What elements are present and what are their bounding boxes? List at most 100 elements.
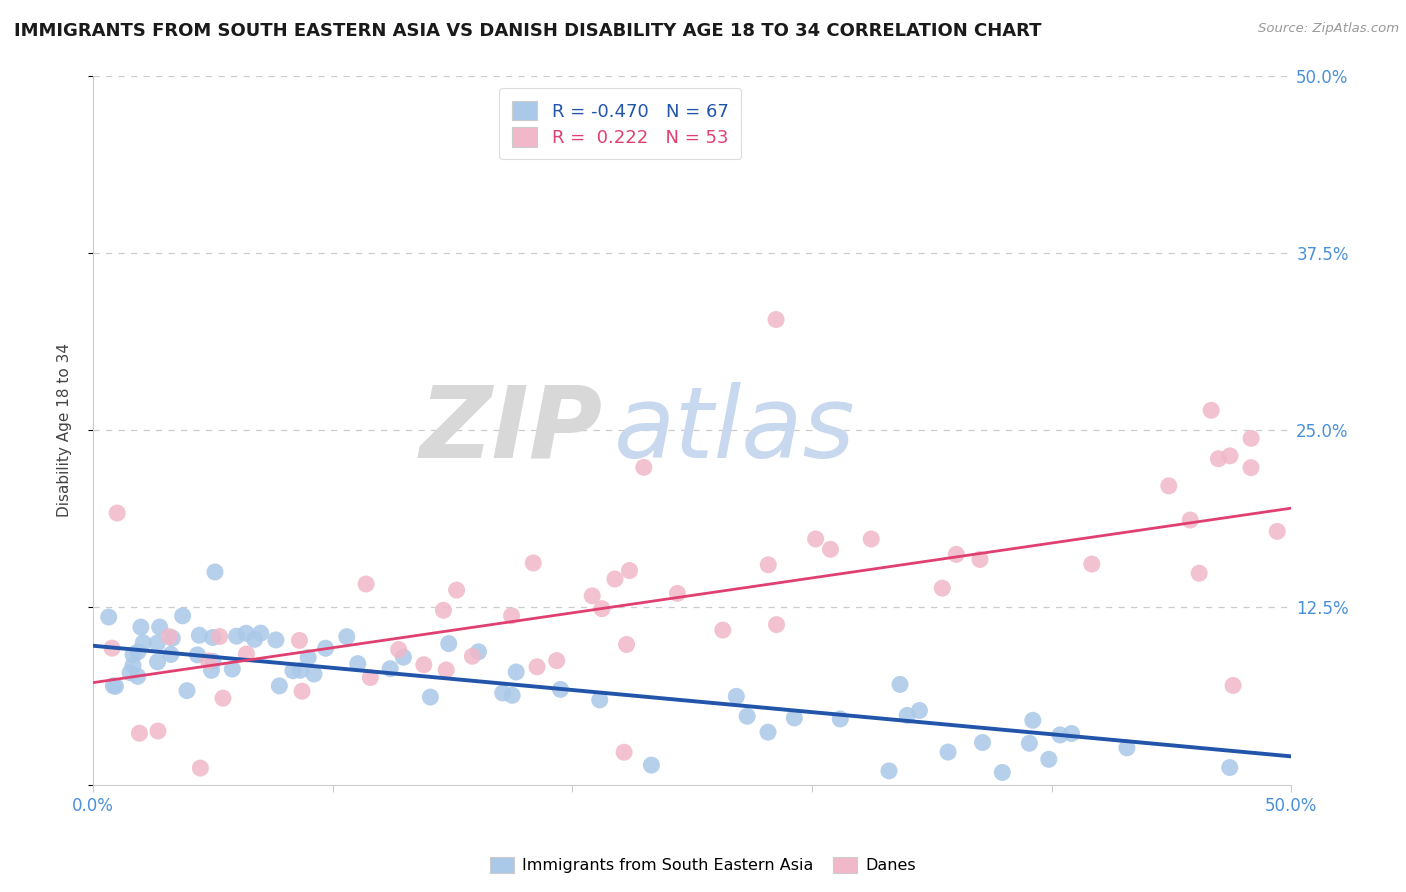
Point [546,654,568,668]
Point [616,637,638,651]
Point [354,577,377,591]
Point [380,662,402,676]
Point [505,665,527,679]
Point [127,669,149,683]
Point [291,684,314,698]
Point [1038,752,1060,766]
Point [877,764,900,778]
Point [346,657,368,671]
Point [501,608,523,623]
Point [860,532,883,546]
Point [603,572,626,586]
Point [1199,403,1222,417]
Point [127,645,149,659]
Point [235,626,257,640]
Point [589,693,612,707]
Point [103,679,125,693]
Point [501,689,523,703]
Point [146,655,169,669]
Point [522,556,544,570]
Point [820,542,842,557]
Point [1240,431,1263,445]
Point [336,630,359,644]
Point [197,654,219,668]
Text: atlas: atlas [614,382,856,479]
Point [186,648,208,662]
Legend: R = -0.470   N = 67, R =  0.222   N = 53: R = -0.470 N = 67, R = 0.222 N = 53 [499,88,741,160]
Point [176,683,198,698]
Point [461,649,484,664]
Point [1219,449,1241,463]
Point [1265,524,1288,539]
Point [412,657,434,672]
Point [581,589,603,603]
Point [1208,451,1230,466]
Text: ZIP: ZIP [419,382,602,479]
Point [936,745,959,759]
Point [225,629,247,643]
Point [619,564,641,578]
Point [105,506,128,520]
Point [945,548,967,562]
Point [591,601,613,615]
Point [1188,566,1211,581]
Point [1049,728,1071,742]
Point [446,582,468,597]
Point [160,648,183,662]
Point [264,632,287,647]
Point [288,633,311,648]
Point [162,631,184,645]
Point [200,663,222,677]
Point [1018,736,1040,750]
Text: Source: ZipAtlas.com: Source: ZipAtlas.com [1258,22,1399,36]
Point [765,617,787,632]
Text: IMMIGRANTS FROM SOUTH EASTERN ASIA VS DANISH DISABILITY AGE 18 TO 34 CORRELATION: IMMIGRANTS FROM SOUTH EASTERN ASIA VS DA… [14,22,1042,40]
Point [201,631,224,645]
Point [804,532,827,546]
Point [467,645,489,659]
Point [388,642,411,657]
Point [1116,740,1139,755]
Point [972,735,994,749]
Point [290,663,312,677]
Point [122,648,145,662]
Point [633,460,655,475]
Point [243,632,266,647]
Point [120,665,142,680]
Point [1157,479,1180,493]
Point [931,581,953,595]
Point [969,552,991,566]
Point [221,662,243,676]
Point [269,679,291,693]
Point [235,647,257,661]
Point [149,620,172,634]
Point [281,664,304,678]
Point [1222,678,1244,692]
Point [756,558,779,572]
Point [492,686,515,700]
Point [1180,513,1202,527]
Point [830,712,852,726]
Point [204,565,226,579]
Point [908,704,931,718]
Point [1060,726,1083,740]
Point [132,636,155,650]
Point [392,650,415,665]
Point [146,724,169,739]
Point [359,671,381,685]
Point [122,658,145,673]
Point [434,663,457,677]
Point [783,711,806,725]
Y-axis label: Disability Age 18 to 34: Disability Age 18 to 34 [58,343,72,517]
Point [725,690,748,704]
Point [991,765,1014,780]
Legend: Immigrants from South Eastern Asia, Danes: Immigrants from South Eastern Asia, Dane… [484,850,922,880]
Point [101,641,124,656]
Point [146,636,169,650]
Point [1081,557,1104,571]
Point [666,586,689,600]
Point [437,636,460,650]
Point [756,725,779,739]
Point [419,690,441,704]
Point [526,660,548,674]
